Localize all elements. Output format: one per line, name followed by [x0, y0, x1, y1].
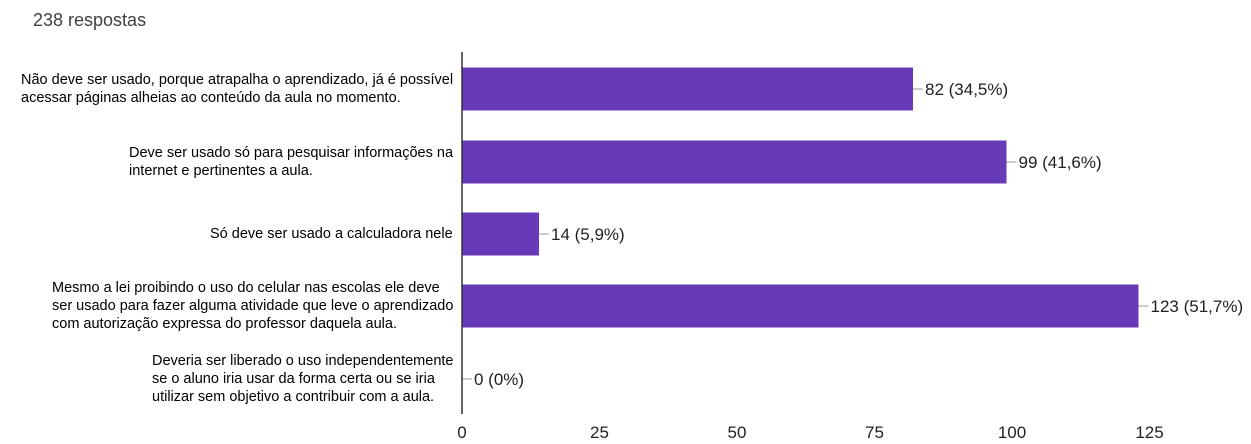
data-label-4: 0 (0%): [474, 370, 524, 389]
category-label-0: Não deve ser usado, porque atrapalha o a…: [21, 72, 454, 106]
bar-0: [462, 67, 913, 111]
category-label-3: Mesmo a lei proibindo o uso do celular n…: [52, 280, 454, 332]
data-labels-group: 82 (34,5%) 99 (41,6%) 14 (5,9%) 123 (51,7%)…: [474, 80, 1243, 389]
data-label-1: 99 (41,6%): [1019, 153, 1102, 172]
bar-2: [462, 212, 539, 256]
category-label-1: Deve ser usado só para pesquisar informa…: [129, 145, 454, 179]
x-tick-labels-group: 0 25 50 75 100 125: [457, 423, 1163, 442]
x-tick-label-2: 50: [728, 423, 747, 442]
data-label-2: 14 (5,9%): [551, 225, 625, 244]
bar-1: [462, 140, 1007, 184]
data-label-3: 123 (51,7%): [1151, 297, 1244, 316]
x-tick-label-5: 125: [1135, 423, 1163, 442]
response-count: 238 respostas: [33, 10, 147, 30]
bars-group: [462, 67, 1139, 328]
category-label-4: Deveria ser liberado o uso independentem…: [152, 353, 454, 405]
data-label-0: 82 (34,5%): [925, 80, 1008, 99]
bar-3: [462, 284, 1139, 328]
leader-lines-group: [462, 88, 1149, 380]
x-tick-label-4: 100: [998, 423, 1026, 442]
category-label-2: Só deve ser usado a calculadora nele: [210, 226, 453, 242]
x-tick-label-0: 0: [457, 423, 466, 442]
x-tick-label-3: 75: [865, 423, 884, 442]
x-tick-label-1: 25: [590, 423, 609, 442]
